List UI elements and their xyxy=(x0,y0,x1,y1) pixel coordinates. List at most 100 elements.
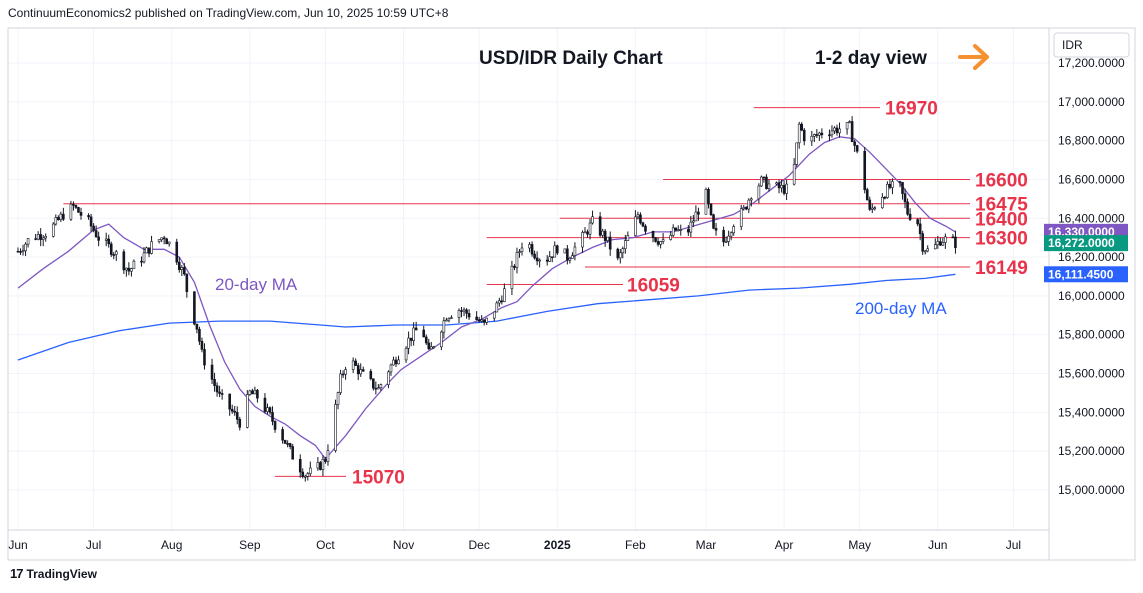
candle-body xyxy=(795,142,798,165)
candle-body xyxy=(573,246,577,256)
candle-body xyxy=(339,373,342,393)
x-axis: Jun Jul Aug Sep Oct Nov Dec 2025 Feb Mar Apr May Jun… xyxy=(8,538,1021,552)
x-tick-label: 2025 xyxy=(544,538,571,552)
candle-body xyxy=(750,198,753,201)
candle-body xyxy=(813,134,816,137)
candle-body xyxy=(324,458,327,462)
candle-body xyxy=(130,268,133,272)
candle-body xyxy=(520,247,524,252)
candle-body xyxy=(369,370,373,380)
candle-body xyxy=(268,407,272,413)
candle-body xyxy=(193,291,196,325)
candle-body xyxy=(51,223,55,237)
x-tick-label: Oct xyxy=(316,538,335,552)
candle-body xyxy=(62,213,65,220)
y-tick-label: 16,400.0000 xyxy=(1058,211,1125,225)
candle-body xyxy=(618,252,622,259)
candle-body xyxy=(361,369,365,372)
candle-body xyxy=(69,203,73,220)
footer-brand: TradingView xyxy=(26,566,97,581)
candle-body xyxy=(775,182,778,185)
candle-body xyxy=(644,225,647,232)
candle-body xyxy=(603,230,607,241)
chart-grid xyxy=(8,28,1049,530)
candle-body xyxy=(802,129,806,142)
candle-body xyxy=(535,257,539,262)
candle-body xyxy=(833,127,836,132)
currency-box[interactable]: IDR xyxy=(1053,32,1130,58)
candle-body xyxy=(868,199,872,210)
candle-body xyxy=(309,467,312,474)
candle-body xyxy=(266,407,269,412)
x-tick-label: Sep xyxy=(239,538,261,552)
candle-body xyxy=(150,241,153,254)
candle-body xyxy=(286,443,289,445)
arrow-right-icon xyxy=(958,44,989,70)
level-label: 16400 xyxy=(975,209,1028,230)
candle-body xyxy=(140,260,143,263)
candle-body xyxy=(818,132,821,136)
candle-body xyxy=(656,241,660,245)
candle-body xyxy=(291,446,294,460)
candle-body xyxy=(810,135,814,142)
candle-body xyxy=(442,320,446,333)
candle-body xyxy=(704,189,708,215)
candle-body xyxy=(528,244,531,249)
candle-body xyxy=(634,216,637,236)
currency-label: IDR xyxy=(1062,38,1083,52)
tradingview-footer[interactable]: 17 TradingView xyxy=(10,566,97,581)
candle-body xyxy=(553,245,557,258)
candle-body xyxy=(165,238,168,245)
x-tick-label: Aug xyxy=(161,538,182,552)
candle-body xyxy=(125,267,128,271)
candle-body xyxy=(112,254,116,256)
candle-body xyxy=(936,241,940,246)
candle-body xyxy=(422,329,426,338)
candle-body xyxy=(636,214,640,218)
candle-body xyxy=(762,176,766,179)
candle-body xyxy=(107,238,111,245)
candle-body xyxy=(321,458,325,470)
publisher-line: ContinuumEconomics2 published on Trading… xyxy=(8,6,449,20)
ma20-path xyxy=(17,136,956,460)
level-label: 16970 xyxy=(885,99,938,120)
candle-body xyxy=(465,309,468,314)
candle-body xyxy=(908,213,912,220)
candle-body xyxy=(26,238,30,245)
ma200-label: 200-day MA xyxy=(855,299,947,318)
x-tick-label: Jul xyxy=(1006,538,1021,552)
candle-body xyxy=(886,183,889,198)
candle-body xyxy=(36,234,40,240)
candle-body xyxy=(939,241,942,246)
candle-body xyxy=(450,317,453,319)
candle-body xyxy=(830,130,834,136)
candle-body xyxy=(87,215,90,218)
candle-body xyxy=(21,250,25,253)
candle-body xyxy=(571,255,574,259)
candle-body xyxy=(903,193,907,203)
candle-body xyxy=(792,164,796,185)
y-tick-label: 15,800.0000 xyxy=(1058,328,1125,342)
candle-body xyxy=(412,327,415,341)
candle-body xyxy=(820,132,824,136)
y-tick-label: 15,600.0000 xyxy=(1058,367,1125,381)
candle-body xyxy=(916,219,919,225)
candle-body xyxy=(180,267,184,270)
candle-body xyxy=(233,410,237,413)
candle-body xyxy=(545,259,549,262)
candle-body xyxy=(394,359,398,365)
candle-body xyxy=(765,176,768,190)
candle-body xyxy=(447,318,451,321)
candle-body xyxy=(538,259,541,262)
candle-body xyxy=(863,150,867,190)
candle-body xyxy=(251,390,254,395)
candle-body xyxy=(513,265,516,268)
ma20-line xyxy=(17,136,956,460)
candle-body xyxy=(372,378,375,389)
candle-body xyxy=(57,217,60,220)
candle-body xyxy=(689,221,693,233)
candle-body xyxy=(387,371,390,385)
candle-body xyxy=(228,393,231,410)
